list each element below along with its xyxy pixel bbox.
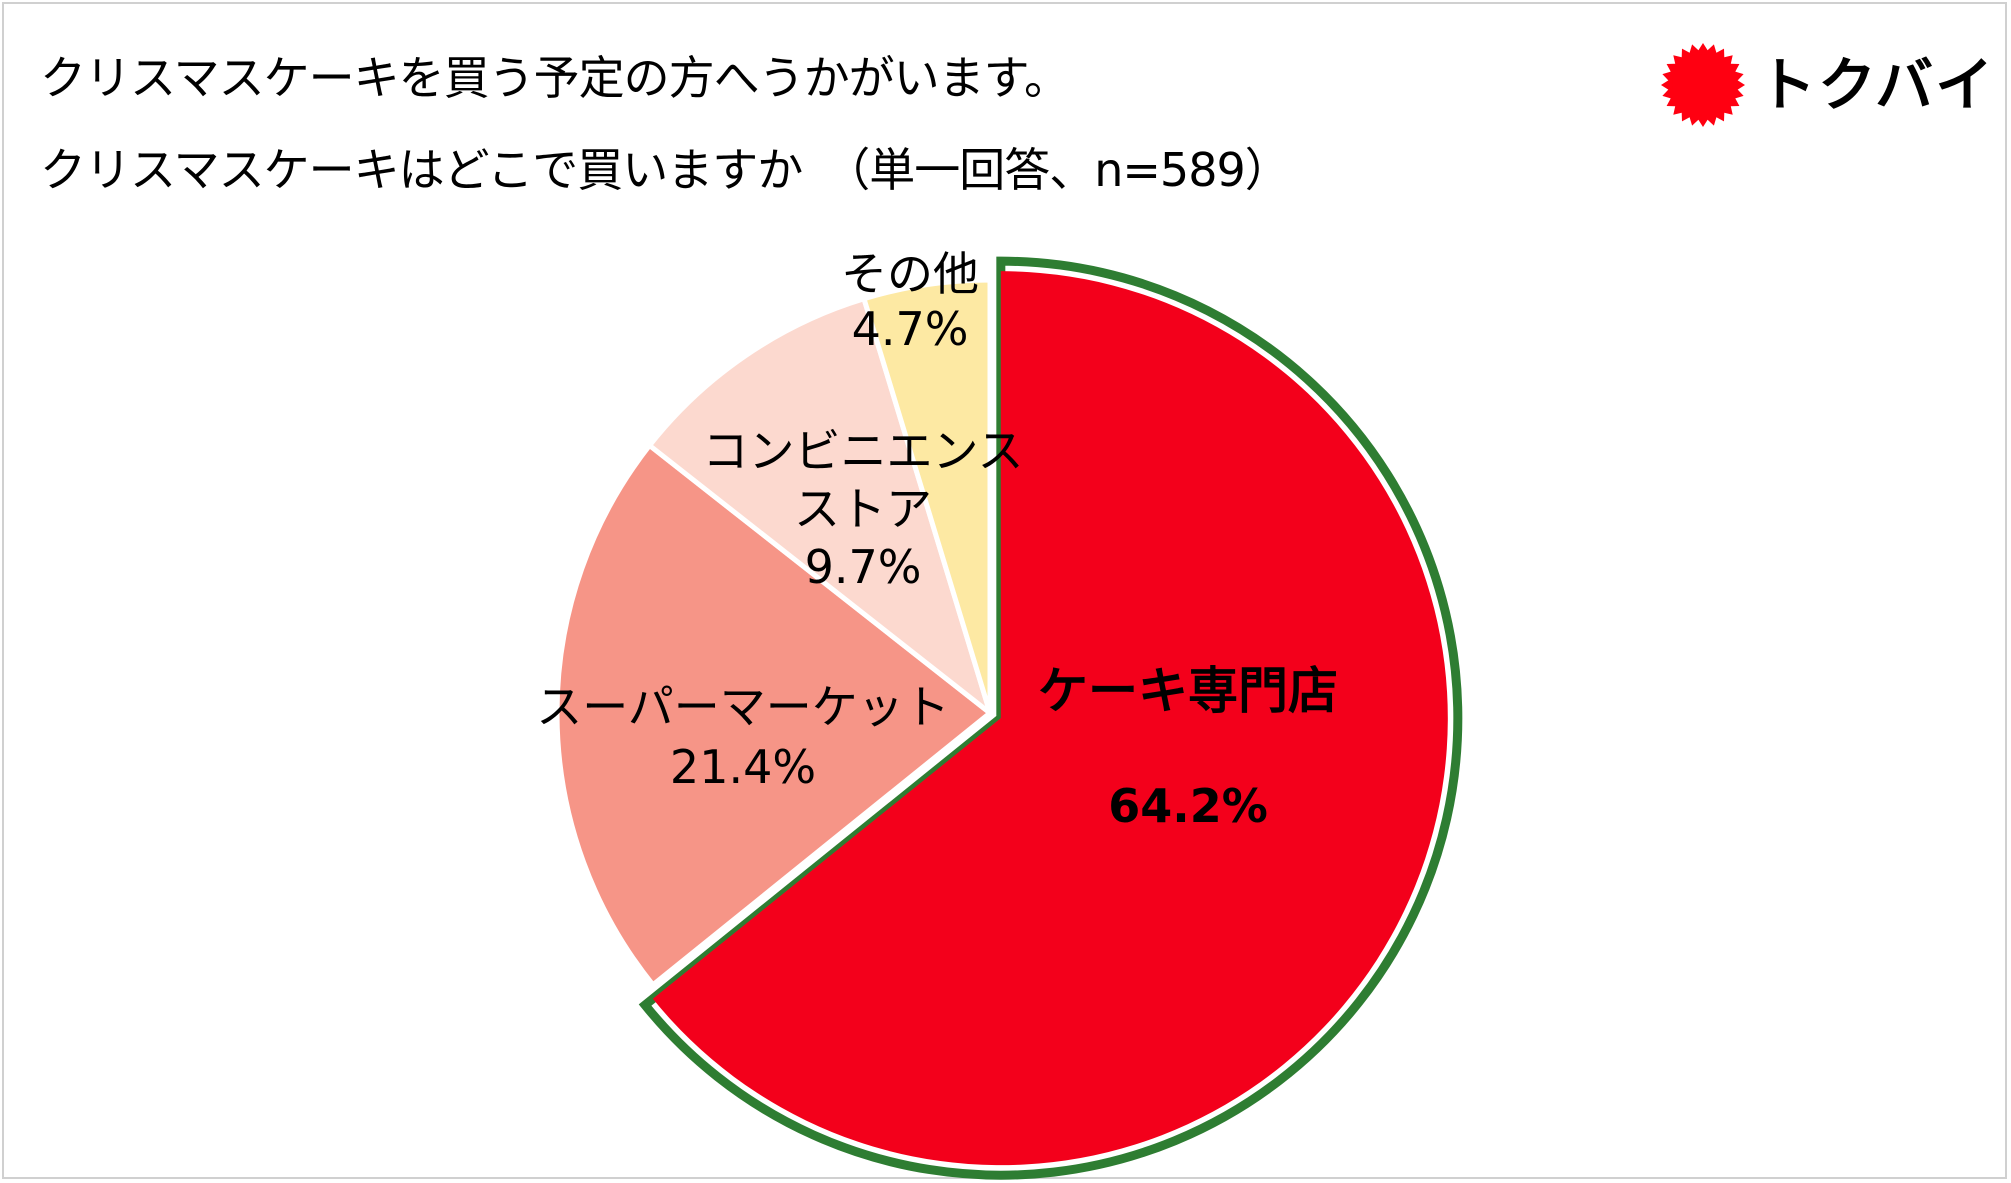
pie-slice-other (861, 277, 993, 716)
pie-value-label-other: 4.7% (852, 302, 969, 356)
chart-title-line-1: クリスマスケーキを買う予定の方へうかがいます。 (40, 51, 1070, 105)
pie-slice-supermarket (554, 442, 993, 988)
red-sun-badge-icon (1661, 43, 1745, 127)
brand-logo: トクバイ (1658, 40, 1993, 130)
pie-label-convenience-store-line-1: コンビニエンス (702, 424, 1023, 478)
chart-title-line-2: クリスマスケーキはどこで買いますか （単一回答、n=589） (40, 143, 1291, 197)
brand-logo-text: トクバイ (1758, 51, 1996, 119)
pie-slice-convenience-store (647, 296, 993, 716)
pie-label-convenience-store-line-2: ストア (794, 482, 932, 536)
pie-label-other: その他 (841, 247, 979, 301)
pie-slice-cake-specialty-shop (652, 271, 1448, 1166)
pie-label-supermarket: スーパーマーケット (536, 680, 950, 734)
pie-value-label-convenience-store: 9.7% (805, 540, 922, 594)
pie-value-label-supermarket: 21.4% (670, 740, 816, 794)
pie-label-cake-specialty-shop: ケーキ専門店 (1038, 662, 1338, 720)
pie-value-label-cake-specialty-shop: 64.2% (1108, 779, 1268, 833)
